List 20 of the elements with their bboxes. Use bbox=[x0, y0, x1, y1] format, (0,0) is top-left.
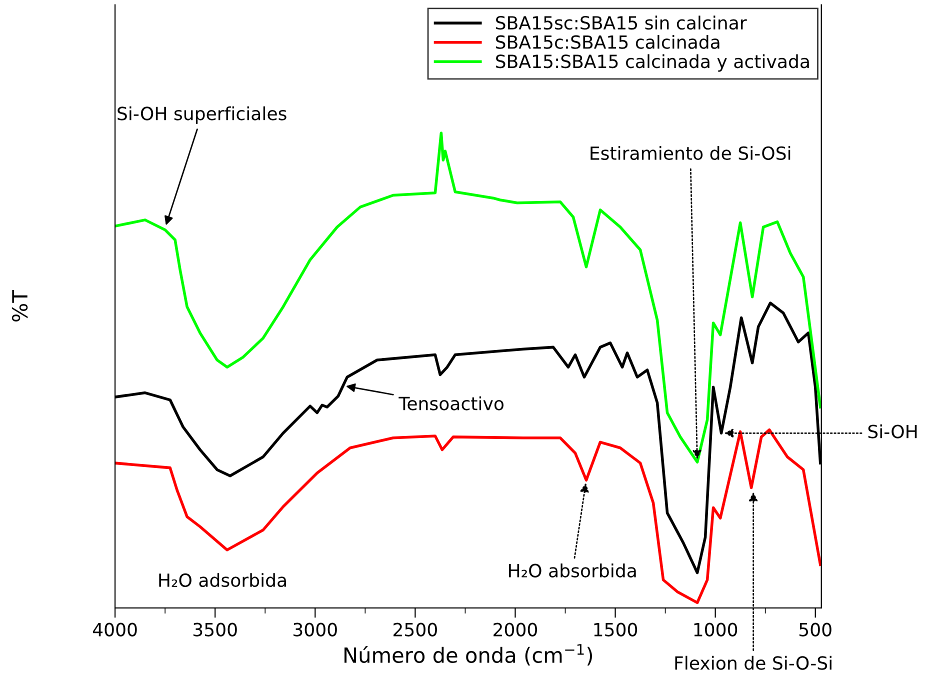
legend-label: SBA15c:SBA15 calcinada bbox=[496, 34, 720, 49]
x-tick-label: 1500 bbox=[594, 622, 638, 636]
annotation: H₂O absorbida bbox=[509, 563, 636, 578]
x-tick-label: 3000 bbox=[294, 622, 337, 636]
annotation: Flexion de Si-O-Si bbox=[675, 656, 832, 670]
x-tick-label: 4000 bbox=[92, 622, 137, 636]
x-tick-label: 1000 bbox=[694, 622, 738, 636]
x-tick-label: 2000 bbox=[494, 622, 537, 636]
x-axis-title: Número de onda (cm$^{−1}$) bbox=[344, 644, 592, 666]
x-tick-label: 2500 bbox=[394, 622, 437, 636]
annotation: Si-OH bbox=[868, 424, 917, 438]
legend-label: SBA15sc:SBA15 sin calcinar bbox=[496, 16, 747, 30]
x-tick-label: 500 bbox=[800, 622, 832, 636]
annotation: Si-OH superficiales bbox=[118, 106, 286, 124]
annotation: Estiramiento de Si-OSi bbox=[590, 146, 790, 160]
x-tick-label: 3500 bbox=[193, 622, 237, 636]
annotation: H₂O adsorbida bbox=[159, 573, 286, 588]
legend-label: SBA15:SBA15 calcinada y activada bbox=[496, 54, 809, 72]
y-axis-title: %T bbox=[12, 290, 28, 322]
annotation: Tensoactivo bbox=[398, 396, 504, 410]
